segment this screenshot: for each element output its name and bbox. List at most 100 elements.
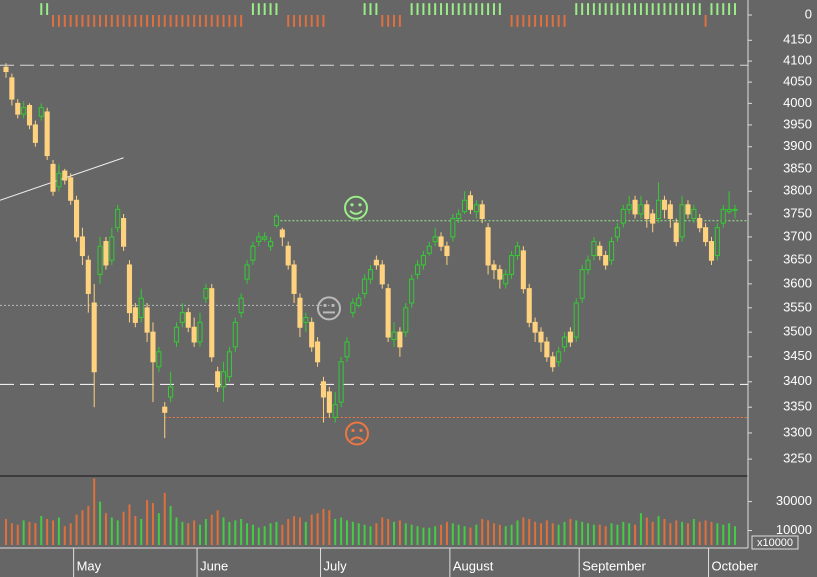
signal-bar bbox=[75, 15, 78, 27]
signal-bar bbox=[510, 15, 513, 27]
volume-bar bbox=[645, 517, 648, 545]
candle-body bbox=[703, 227, 709, 243]
candle-body bbox=[356, 297, 362, 306]
volume-bar bbox=[487, 520, 490, 545]
signal-bar bbox=[234, 15, 237, 27]
x-tick-label: September bbox=[582, 558, 646, 573]
signal-bar bbox=[87, 15, 90, 27]
y-tick-label: 3450 bbox=[783, 348, 812, 363]
volume-bar bbox=[52, 520, 55, 545]
candle-body bbox=[397, 331, 403, 348]
candle-body bbox=[203, 288, 209, 299]
level-icon-eye bbox=[358, 203, 362, 207]
volume-bar bbox=[63, 526, 66, 545]
y-tick-label: 3300 bbox=[783, 424, 812, 439]
signal-bar bbox=[598, 3, 601, 15]
candle-body bbox=[144, 307, 150, 333]
volume-unit: x10000 bbox=[757, 537, 793, 549]
signal-bar bbox=[698, 3, 701, 15]
y-tick-label: 3550 bbox=[783, 299, 812, 314]
volume-bar bbox=[686, 523, 689, 545]
level-icon-eye bbox=[323, 303, 327, 308]
signal-bar bbox=[46, 3, 49, 15]
candle-body bbox=[691, 208, 697, 220]
candle-body bbox=[156, 351, 162, 368]
volume-bar bbox=[622, 521, 625, 545]
volume-bar bbox=[551, 523, 554, 545]
volume-bar bbox=[698, 521, 701, 545]
volume-bar bbox=[481, 518, 484, 545]
signal-bar bbox=[487, 3, 490, 15]
volume-bar bbox=[387, 518, 390, 545]
candle-body bbox=[44, 111, 50, 157]
candle-body bbox=[573, 302, 579, 338]
signal-bar bbox=[575, 3, 578, 15]
candle-body bbox=[473, 204, 479, 213]
signal-bar bbox=[199, 15, 202, 27]
volume-bar bbox=[475, 524, 478, 545]
candle-body bbox=[450, 218, 456, 238]
signal-bar bbox=[93, 15, 96, 27]
volume-bar bbox=[263, 526, 266, 545]
signal-bar bbox=[134, 15, 137, 27]
signal-bar bbox=[104, 15, 107, 27]
candle-body bbox=[209, 288, 215, 358]
volume-bar bbox=[345, 520, 348, 545]
candle-body bbox=[68, 177, 74, 201]
candle-body bbox=[244, 264, 250, 280]
volume-bar bbox=[5, 518, 7, 545]
volume-bar bbox=[575, 520, 578, 545]
signal-bar bbox=[416, 3, 419, 15]
candle-body bbox=[544, 341, 550, 358]
volume-bar bbox=[151, 503, 154, 545]
level-icon bbox=[344, 195, 368, 220]
signal-bar bbox=[557, 15, 560, 27]
candle-body bbox=[50, 163, 56, 192]
volume-bar bbox=[240, 518, 243, 545]
signal-bar bbox=[240, 15, 243, 27]
y-tick-label: 3350 bbox=[783, 399, 812, 414]
volume-bar bbox=[110, 517, 113, 545]
volume-bar bbox=[322, 508, 325, 545]
candle-body bbox=[73, 199, 80, 238]
y-tick-label: 3950 bbox=[783, 116, 812, 131]
signal-bar bbox=[463, 3, 466, 15]
candle-body bbox=[226, 351, 232, 378]
candle-body bbox=[150, 331, 156, 363]
volume-tick-label: 10000 bbox=[776, 522, 812, 537]
signal-bar bbox=[681, 3, 684, 15]
candle-body bbox=[326, 391, 332, 413]
volume-bar bbox=[316, 513, 319, 545]
volume-bar bbox=[534, 521, 537, 545]
volume-bar bbox=[516, 520, 519, 545]
candle-body bbox=[138, 297, 144, 319]
candle-body bbox=[497, 269, 503, 280]
signal-bar bbox=[298, 15, 301, 27]
candle-body bbox=[567, 331, 573, 343]
volume-bar bbox=[363, 524, 366, 545]
y-tick-label: 4150 bbox=[783, 32, 812, 47]
volume-bar bbox=[169, 505, 172, 545]
candle-body bbox=[373, 259, 379, 266]
x-tick-label: May bbox=[77, 558, 102, 573]
candle-body bbox=[714, 227, 720, 257]
candle-body bbox=[91, 302, 97, 373]
volume-bar bbox=[122, 511, 125, 545]
volume-bar bbox=[393, 521, 396, 545]
candle-body bbox=[597, 245, 603, 257]
volume-bar bbox=[140, 518, 143, 545]
volume-bar bbox=[81, 510, 84, 545]
candle-body bbox=[262, 236, 268, 240]
volume-bar bbox=[193, 520, 196, 545]
candle-body bbox=[503, 273, 509, 285]
volume-bar bbox=[381, 517, 384, 545]
signal-bar bbox=[116, 15, 119, 27]
volume-bar bbox=[199, 524, 202, 545]
signal-bar bbox=[475, 3, 478, 15]
volume-bar bbox=[304, 521, 307, 545]
candle-body bbox=[303, 317, 309, 323]
candle-body bbox=[661, 199, 668, 210]
signal-bar bbox=[293, 15, 296, 27]
y-tick-label: 3500 bbox=[783, 324, 812, 339]
candle-body bbox=[132, 307, 138, 323]
